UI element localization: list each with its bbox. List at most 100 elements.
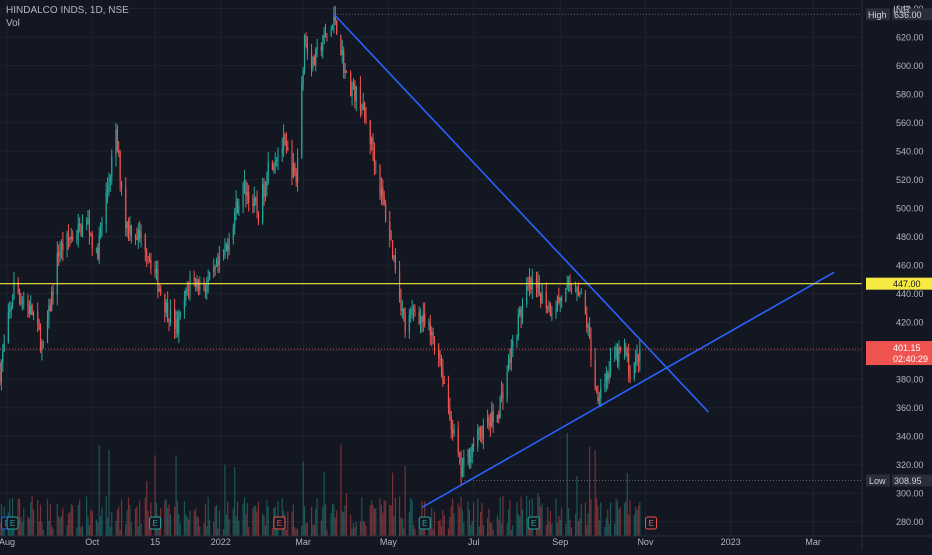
- candle-body: [509, 358, 511, 363]
- volume-bar: [164, 500, 166, 536]
- candle-body: [333, 16, 335, 26]
- volume-bar: [186, 516, 188, 536]
- volume-bar: [86, 496, 88, 536]
- volume-bar: [218, 510, 220, 536]
- candle-body: [595, 386, 598, 391]
- volume-bar: [235, 516, 237, 536]
- volume-bar: [492, 529, 494, 536]
- volume-bar: [77, 505, 79, 536]
- volume-bar: [389, 504, 391, 536]
- candle-body: [134, 236, 137, 239]
- trendline-ascending[interactable]: [421, 271, 835, 509]
- volume-bar: [243, 497, 246, 536]
- time-axis[interactable]: Aug Oct 15 2022 Mar May Jul Sep Nov 2023 Mar: [0, 535, 932, 547]
- candle-body: [125, 187, 127, 229]
- volume-bar: [577, 521, 579, 536]
- volume-bar: [343, 512, 345, 536]
- drawn-lines[interactable]: [0, 13, 862, 509]
- candle-body: [310, 52, 313, 69]
- volume-bar: [400, 517, 402, 536]
- volume-bar: [214, 506, 216, 536]
- volume-bar: [540, 506, 542, 536]
- earnings-marker[interactable]: [6, 516, 19, 530]
- candle-body: [609, 357, 612, 373]
- candle-body: [313, 56, 315, 66]
- volume-bar: [31, 496, 33, 536]
- candle-body: [408, 314, 410, 333]
- candle-body: [362, 102, 364, 110]
- resistance-price-label-bg: [866, 277, 932, 290]
- volume-bar: [70, 504, 72, 536]
- candle-body: [473, 443, 475, 446]
- volume-bar: [369, 505, 371, 536]
- candle-body: [373, 152, 376, 166]
- volume-bar: [196, 516, 198, 536]
- volume-bar: [568, 508, 570, 536]
- volume-bar: [99, 516, 102, 536]
- volume-bar: [116, 509, 118, 536]
- volume-bar: [60, 515, 63, 536]
- candle-body: [193, 277, 195, 280]
- earnings-marker[interactable]: [273, 516, 286, 530]
- volume-bar: [189, 510, 191, 536]
- volume-bar: [486, 517, 489, 536]
- candle-body: [207, 279, 209, 287]
- volume-bar: [336, 510, 338, 536]
- time-tick-label: Oct: [85, 537, 100, 547]
- price-tick-label: 520.00: [896, 175, 924, 185]
- volume-bar: [551, 523, 553, 536]
- trendline-descending[interactable]: [333, 13, 709, 413]
- volume-bar: [101, 507, 103, 536]
- candle-body: [285, 140, 288, 147]
- candle-body: [91, 234, 93, 249]
- candle-body: [403, 308, 405, 316]
- candle-body: [296, 157, 299, 183]
- volume-bar: [76, 527, 78, 536]
- volume-bar: [371, 500, 373, 536]
- candle-body: [626, 353, 628, 355]
- candle-body: [95, 248, 97, 250]
- volume-bar: [111, 511, 113, 536]
- earnings-marker[interactable]: [418, 516, 431, 530]
- volume-bar: [535, 523, 538, 536]
- low-value-bg: [892, 474, 932, 487]
- candle-body: [411, 309, 413, 311]
- volume-bar: [380, 504, 383, 536]
- volume-bar: [410, 497, 412, 536]
- volume-bar: [453, 513, 455, 536]
- time-tick-label: 2023: [721, 537, 741, 547]
- price-axis[interactable]: 280.00300.00320.00340.00360.00380.00400.…: [861, 0, 932, 550]
- candle-body: [276, 160, 278, 162]
- candle-body: [215, 260, 218, 267]
- candle-body: [164, 293, 166, 313]
- earnings-marker[interactable]: [527, 516, 540, 530]
- candle-body: [0, 372, 1, 383]
- volume-bar: [305, 523, 307, 536]
- volume-bar: [590, 499, 592, 536]
- candle-body: [561, 297, 563, 302]
- volume-bar: [28, 518, 30, 536]
- candle-body: [580, 293, 582, 295]
- volume-bar: [179, 523, 181, 536]
- candle-body: [169, 308, 172, 323]
- candle-body: [246, 191, 248, 196]
- price-tick-label: 540.00: [896, 147, 924, 157]
- volume-bar: [23, 508, 25, 536]
- candle-body: [541, 291, 543, 304]
- volume-bar: [479, 511, 482, 536]
- volume-bar: [252, 508, 254, 536]
- time-tick-label: May: [380, 537, 398, 547]
- earnings-marker[interactable]: [645, 516, 658, 530]
- volume-bar: [605, 518, 607, 536]
- candle-body: [520, 309, 522, 317]
- candle-body: [0, 362, 2, 383]
- event-markers[interactable]: EEEEEEE: [0, 516, 658, 530]
- earnings-marker[interactable]: [149, 516, 162, 530]
- volume-bar: [574, 513, 577, 536]
- earnings-marker-label: E: [531, 519, 536, 528]
- candle-body: [545, 291, 547, 309]
- earnings-marker-label: E: [152, 519, 157, 528]
- candlesticks[interactable]: [0, 5, 641, 485]
